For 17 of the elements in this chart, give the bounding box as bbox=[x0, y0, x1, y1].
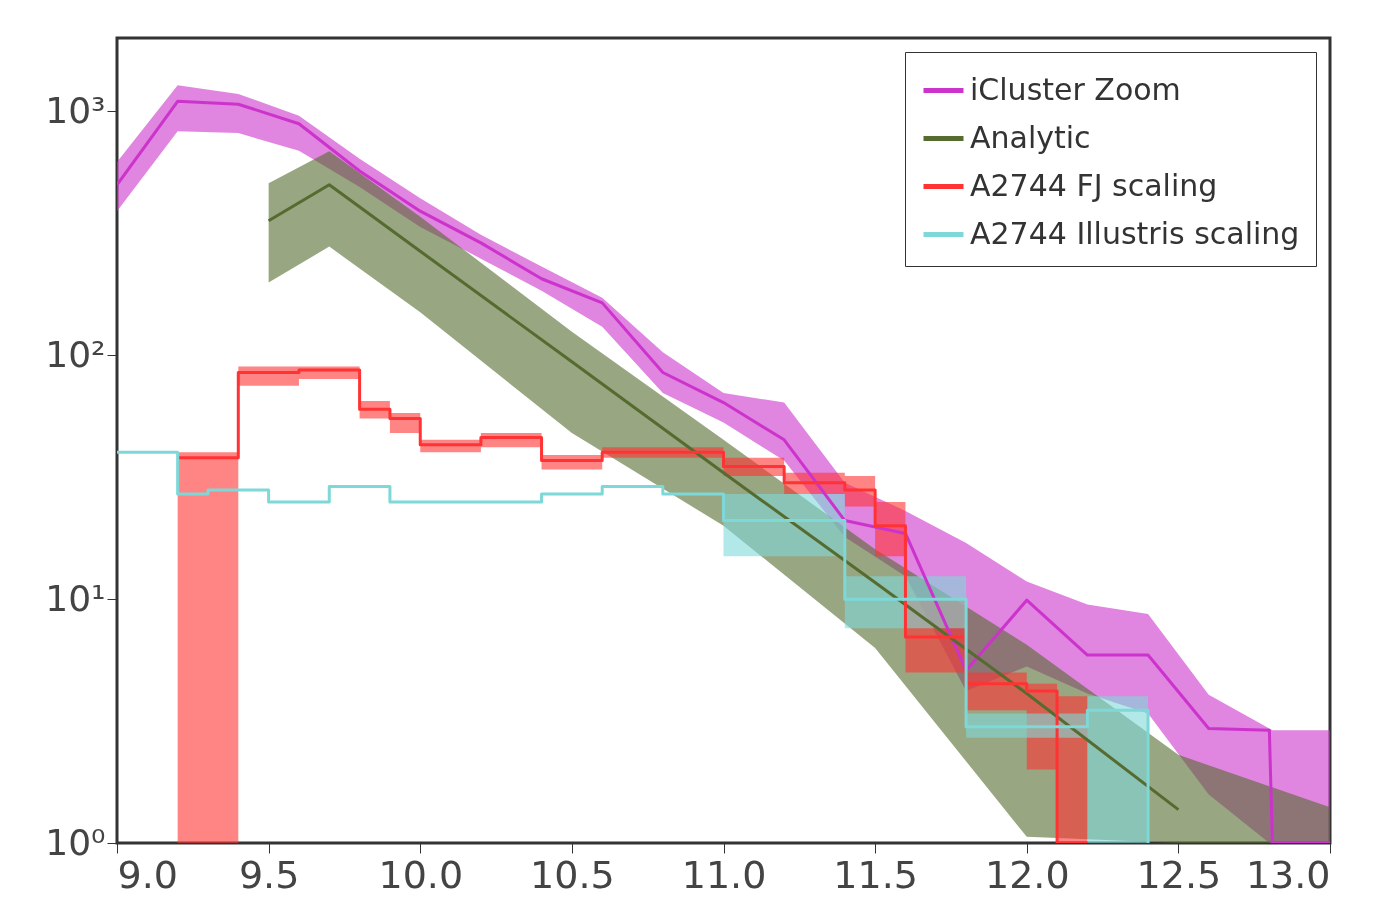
x-tick-label: 10.0 bbox=[378, 852, 464, 897]
x-tick-label: 12.0 bbox=[984, 852, 1070, 897]
y-tick-label: 10³ bbox=[45, 89, 106, 131]
x-tick-label: 11.0 bbox=[681, 852, 767, 897]
x-tick-label: 10.5 bbox=[530, 852, 615, 897]
y-tick-label: 10⁰ bbox=[45, 821, 106, 863]
legend-label: Analytic bbox=[970, 119, 1091, 155]
x-tick-label: 9.5 bbox=[238, 852, 300, 897]
x-tick-label: 9.0 bbox=[117, 852, 178, 897]
legend-label: A2744 Illustris scaling bbox=[970, 215, 1300, 251]
x-tick-label: 11.5 bbox=[833, 852, 918, 897]
y-tick-label: 10¹ bbox=[45, 577, 106, 619]
legend-label: iCluster Zoom bbox=[970, 71, 1181, 107]
y-tick-label: 10² bbox=[45, 333, 106, 375]
x-tick-label: 13.0 bbox=[1245, 852, 1331, 897]
legend-label: A2744 FJ scaling bbox=[970, 167, 1218, 203]
x-tick-label: 12.5 bbox=[1136, 852, 1222, 897]
